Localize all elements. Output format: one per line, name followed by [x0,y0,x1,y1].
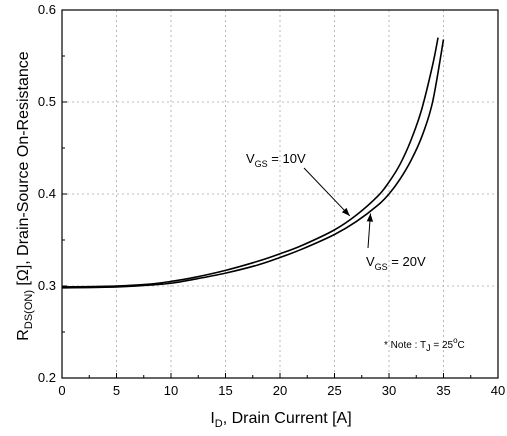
x-tick-label: 35 [436,383,450,398]
arrowhead-vgs-20v [366,213,374,222]
x-tick-label: 5 [113,383,120,398]
x-tick-label: 30 [382,383,396,398]
y-tick-label: 0.2 [38,370,56,385]
y-axis-title: RDS(ON) [Ω], Drain-Source On-Resistance [15,51,35,340]
x-tick-label: 15 [218,383,232,398]
y-tick-label: 0.3 [38,278,56,293]
annotation-arrow-vgs-10v [303,167,351,217]
y-tick-labels: 0.2 0.3 0.4 0.5 0.6 [38,2,56,385]
y-tick-label: 0.4 [38,186,56,201]
grid [62,10,498,378]
x-tick-label: 40 [491,383,505,398]
x-tick-label: 10 [164,383,178,398]
annotation-vgs-10v: VGS = 10V [246,151,306,169]
annotation-vgs-20v: VGS = 20V [366,254,426,272]
series-layer [61,37,445,289]
arrowhead-vgs-10v [341,207,350,216]
x-tick-label: 20 [273,383,287,398]
series-line-vgs-20v [61,39,445,289]
x-tick-labels: 0 5 10 15 20 25 30 35 40 [58,383,505,398]
tick-marks [61,9,499,379]
x-tick-label: 25 [327,383,341,398]
x-axis-title: ID, Drain Current [A] [210,410,351,430]
x-tick-label: 0 [58,383,65,398]
temperature-note: * Note : TJ = 25oC [384,336,465,353]
y-tick-label: 0.6 [38,2,56,17]
y-tick-label: 0.5 [38,94,56,109]
series-line-vgs-10v [61,37,439,288]
